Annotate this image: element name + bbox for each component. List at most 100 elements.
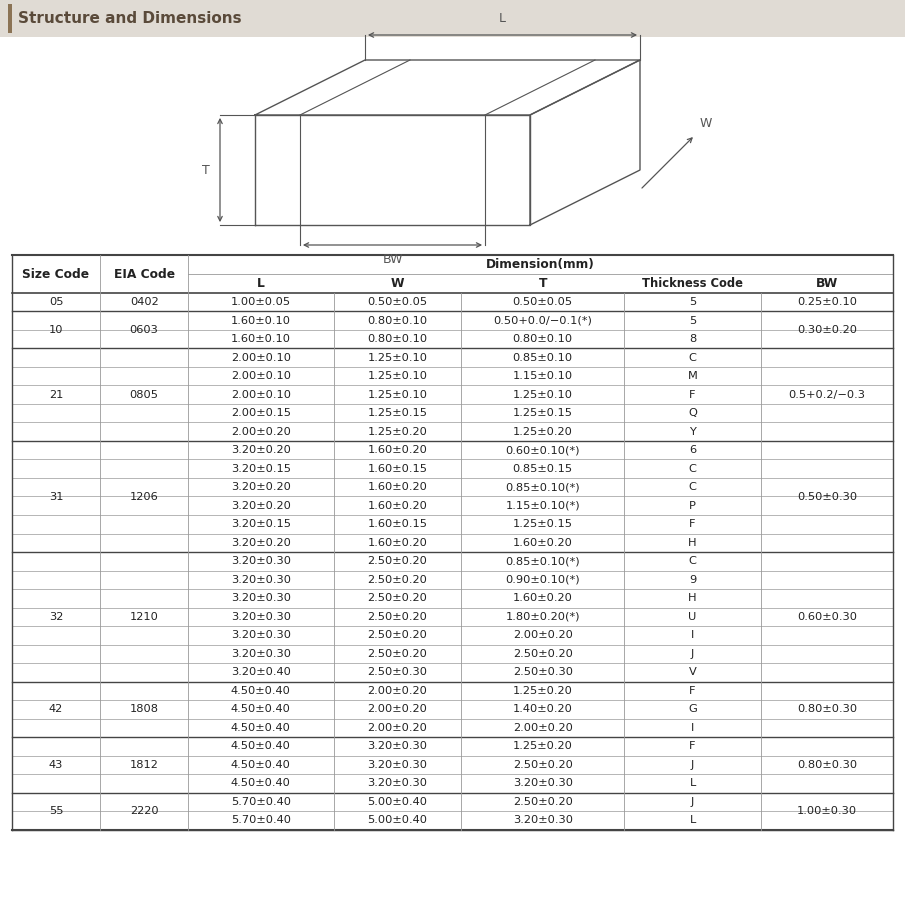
Text: 5: 5 — [689, 297, 696, 308]
Text: 2.00±0.20: 2.00±0.20 — [231, 427, 291, 437]
Text: 4.50±0.40: 4.50±0.40 — [231, 723, 291, 733]
Text: Y: Y — [689, 427, 696, 437]
Text: 1.15±0.10(*): 1.15±0.10(*) — [506, 500, 580, 510]
Text: 8: 8 — [689, 334, 696, 344]
Text: 2.00±0.10: 2.00±0.10 — [231, 353, 291, 363]
Text: 3.20±0.30: 3.20±0.30 — [231, 630, 291, 640]
Text: 0.80±0.30: 0.80±0.30 — [797, 704, 857, 714]
Text: 2.00±0.20: 2.00±0.20 — [367, 704, 427, 714]
Text: 0.90±0.10(*): 0.90±0.10(*) — [506, 575, 580, 585]
Text: 0.85±0.15: 0.85±0.15 — [513, 463, 573, 473]
Bar — [0, 0, 905, 37]
Text: 43: 43 — [49, 760, 63, 770]
Text: 2.00±0.20: 2.00±0.20 — [513, 723, 573, 733]
Text: C: C — [689, 557, 697, 567]
Text: 0.5+0.2/−0.3: 0.5+0.2/−0.3 — [788, 390, 865, 400]
Text: 3.20±0.30: 3.20±0.30 — [231, 612, 291, 622]
Text: 4.50±0.40: 4.50±0.40 — [231, 741, 291, 751]
Text: 1.60±0.10: 1.60±0.10 — [231, 316, 291, 326]
Text: 2.50±0.30: 2.50±0.30 — [367, 667, 427, 677]
Text: 0.80±0.10: 0.80±0.10 — [367, 334, 427, 344]
Text: V: V — [689, 667, 697, 677]
Text: 3.20±0.30: 3.20±0.30 — [231, 557, 291, 567]
Text: 5.00±0.40: 5.00±0.40 — [367, 796, 427, 806]
Text: 0.85±0.10: 0.85±0.10 — [513, 353, 573, 363]
Text: Structure and Dimensions: Structure and Dimensions — [18, 11, 242, 26]
Text: 1.80±0.20(*): 1.80±0.20(*) — [506, 612, 580, 622]
Text: H: H — [689, 538, 697, 548]
Text: 1.25±0.15: 1.25±0.15 — [367, 408, 427, 418]
Text: 2.00±0.10: 2.00±0.10 — [231, 390, 291, 400]
Text: 3.20±0.30: 3.20±0.30 — [513, 815, 573, 825]
Text: 3.20±0.40: 3.20±0.40 — [231, 667, 291, 677]
Text: 2.50±0.20: 2.50±0.20 — [513, 796, 573, 806]
Text: Dimension(mm): Dimension(mm) — [486, 258, 595, 271]
Text: 1206: 1206 — [129, 491, 158, 501]
Text: 4.50±0.40: 4.50±0.40 — [231, 760, 291, 770]
Text: I: I — [691, 723, 694, 733]
Text: C: C — [689, 353, 697, 363]
Text: 1812: 1812 — [129, 760, 158, 770]
Text: 2.50±0.20: 2.50±0.20 — [367, 649, 427, 659]
Text: 3.20±0.30: 3.20±0.30 — [367, 760, 427, 770]
Text: 1.60±0.15: 1.60±0.15 — [367, 463, 427, 473]
Text: 0.80±0.10: 0.80±0.10 — [513, 334, 573, 344]
Text: 2.50±0.30: 2.50±0.30 — [513, 667, 573, 677]
Text: C: C — [689, 463, 697, 473]
Text: 3.20±0.20: 3.20±0.20 — [231, 445, 291, 455]
Text: 1.25±0.10: 1.25±0.10 — [367, 371, 427, 381]
Text: 4.50±0.40: 4.50±0.40 — [231, 778, 291, 788]
Text: 1.60±0.20: 1.60±0.20 — [367, 500, 427, 510]
Text: 4.50±0.40: 4.50±0.40 — [231, 704, 291, 714]
Text: Size Code: Size Code — [23, 268, 90, 281]
Text: 0.50±0.30: 0.50±0.30 — [797, 491, 857, 501]
Text: 2.00±0.20: 2.00±0.20 — [367, 686, 427, 696]
Text: H: H — [689, 594, 697, 604]
Text: F: F — [690, 741, 696, 751]
Text: J: J — [691, 649, 694, 659]
Text: BW: BW — [815, 277, 838, 290]
Text: 5: 5 — [689, 316, 696, 326]
Text: F: F — [690, 519, 696, 529]
Text: 21: 21 — [49, 390, 63, 400]
Text: 10: 10 — [49, 325, 63, 335]
Text: 2.50±0.20: 2.50±0.20 — [513, 760, 573, 770]
Text: 0805: 0805 — [129, 390, 158, 400]
Text: Q: Q — [688, 408, 697, 418]
Text: 1.00±0.30: 1.00±0.30 — [797, 806, 857, 816]
Text: 2.50±0.20: 2.50±0.20 — [367, 557, 427, 567]
Text: 55: 55 — [49, 806, 63, 816]
Text: 1.60±0.20: 1.60±0.20 — [367, 445, 427, 455]
Text: 6: 6 — [689, 445, 696, 455]
Text: 3.20±0.20: 3.20±0.20 — [231, 538, 291, 548]
Text: 2.50±0.20: 2.50±0.20 — [367, 594, 427, 604]
Text: 1.25±0.20: 1.25±0.20 — [367, 427, 427, 437]
Text: 3.20±0.20: 3.20±0.20 — [231, 482, 291, 492]
Text: 1.00±0.05: 1.00±0.05 — [231, 297, 291, 308]
Text: 0.50±0.05: 0.50±0.05 — [513, 297, 573, 308]
Text: 3.20±0.15: 3.20±0.15 — [231, 519, 291, 529]
Text: 3.20±0.30: 3.20±0.30 — [513, 778, 573, 788]
Text: 0402: 0402 — [129, 297, 158, 308]
Text: 1.60±0.20: 1.60±0.20 — [513, 538, 573, 548]
Text: 3.20±0.30: 3.20±0.30 — [231, 575, 291, 585]
Text: 1.25±0.15: 1.25±0.15 — [513, 519, 573, 529]
Text: 5.70±0.40: 5.70±0.40 — [231, 796, 291, 806]
Text: 0.80±0.10: 0.80±0.10 — [367, 316, 427, 326]
Text: 2.50±0.20: 2.50±0.20 — [513, 649, 573, 659]
Text: Thickness Code: Thickness Code — [643, 277, 743, 290]
Text: 1.25±0.20: 1.25±0.20 — [513, 427, 573, 437]
Text: 1.60±0.20: 1.60±0.20 — [513, 594, 573, 604]
Text: 3.20±0.30: 3.20±0.30 — [367, 778, 427, 788]
Text: 0.25±0.10: 0.25±0.10 — [797, 297, 857, 308]
Text: 32: 32 — [49, 612, 63, 622]
Text: 1.25±0.10: 1.25±0.10 — [513, 390, 573, 400]
Text: 3.20±0.30: 3.20±0.30 — [231, 649, 291, 659]
Text: 2.50±0.20: 2.50±0.20 — [367, 612, 427, 622]
Text: T: T — [538, 277, 547, 290]
Text: 2.00±0.20: 2.00±0.20 — [513, 630, 573, 640]
Text: 0.50±0.05: 0.50±0.05 — [367, 297, 427, 308]
Text: 0.30±0.20: 0.30±0.20 — [797, 325, 857, 335]
Text: 2220: 2220 — [129, 806, 158, 816]
Text: L: L — [257, 277, 265, 290]
